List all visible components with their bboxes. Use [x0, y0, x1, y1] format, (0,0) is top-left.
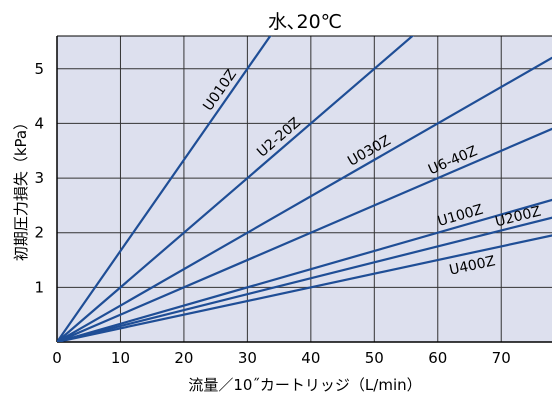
- y-axis-label: 初期圧力損失（kPa）: [12, 115, 30, 261]
- x-tick-label: 40: [301, 349, 320, 367]
- x-tick-label: 70: [492, 349, 511, 367]
- tick-labels: 0 10 20 30 40 50 60 70 1 2 3 4 5: [34, 60, 510, 367]
- y-tick-label: 5: [34, 60, 44, 78]
- x-tick-label: 0: [52, 349, 62, 367]
- y-tick-label: 2: [34, 224, 44, 242]
- plot-area: [57, 36, 552, 342]
- series-line-u030z: [57, 56, 552, 342]
- chart-title: 水､20℃: [268, 11, 342, 33]
- series-line-u010z: [57, 36, 272, 342]
- x-tick-label: 50: [365, 349, 384, 367]
- y-tick-label: 4: [34, 114, 44, 132]
- series-line-u6-40z: [57, 127, 552, 342]
- x-tick-label: 10: [111, 349, 130, 367]
- series-line-u100z: [57, 198, 552, 342]
- x-axis-label: 流量／10˝カートリッジ（L/min）: [188, 376, 421, 394]
- series-line-u200z: [57, 216, 552, 342]
- x-tick-label: 20: [174, 349, 193, 367]
- y-tick-label: 1: [34, 278, 44, 296]
- series-line-u400z: [57, 234, 552, 342]
- x-tick-label: 30: [238, 349, 257, 367]
- y-tick-label: 3: [34, 169, 44, 187]
- series-line-u2-20z: [57, 36, 415, 342]
- series-lines: [57, 36, 552, 342]
- axes: [56, 35, 552, 343]
- x-tick-label: 60: [428, 349, 447, 367]
- grid: [57, 36, 552, 342]
